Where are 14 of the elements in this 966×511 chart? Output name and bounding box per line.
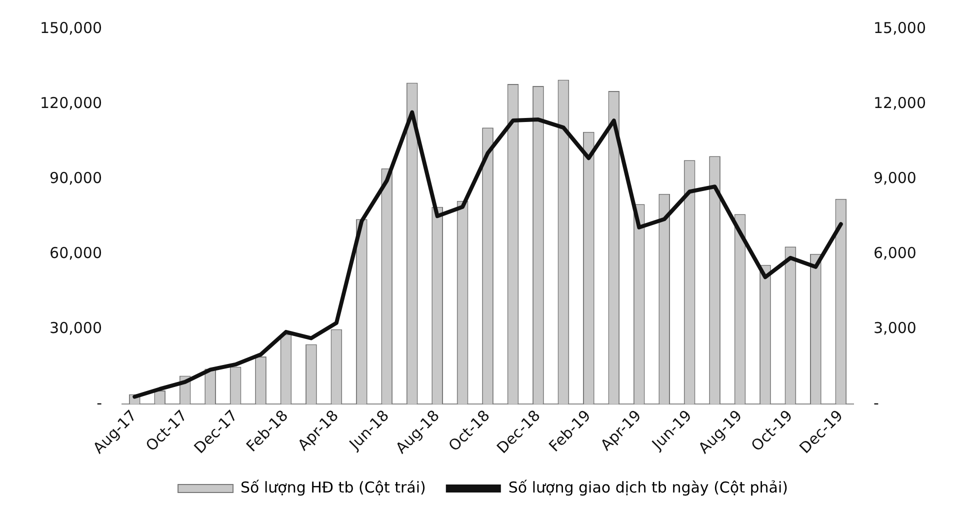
y2-tick-label: 15,000 bbox=[874, 18, 926, 37]
y2-tick-label: 3,000 bbox=[874, 319, 916, 338]
legend-label: Số lượng giao dịch tb ngày (Cột phải) bbox=[508, 478, 788, 496]
y2-tick-label: 12,000 bbox=[874, 94, 926, 112]
legend-label: Số lượng HĐ tb (Cột trái) bbox=[240, 478, 426, 496]
y-tick-label: 30,000 bbox=[50, 319, 102, 338]
y2-tick-label: 9,000 bbox=[874, 168, 916, 187]
y-tick-label: 60,000 bbox=[50, 244, 102, 262]
y-tick-label: 150,000 bbox=[40, 18, 102, 37]
y2-tick-label: 6,000 bbox=[874, 244, 916, 262]
y2-tick-label: - bbox=[874, 394, 879, 412]
y-tick-label: 90,000 bbox=[50, 168, 102, 187]
y-tick-label: 120,000 bbox=[40, 94, 102, 112]
y-tick-label: - bbox=[96, 394, 102, 412]
